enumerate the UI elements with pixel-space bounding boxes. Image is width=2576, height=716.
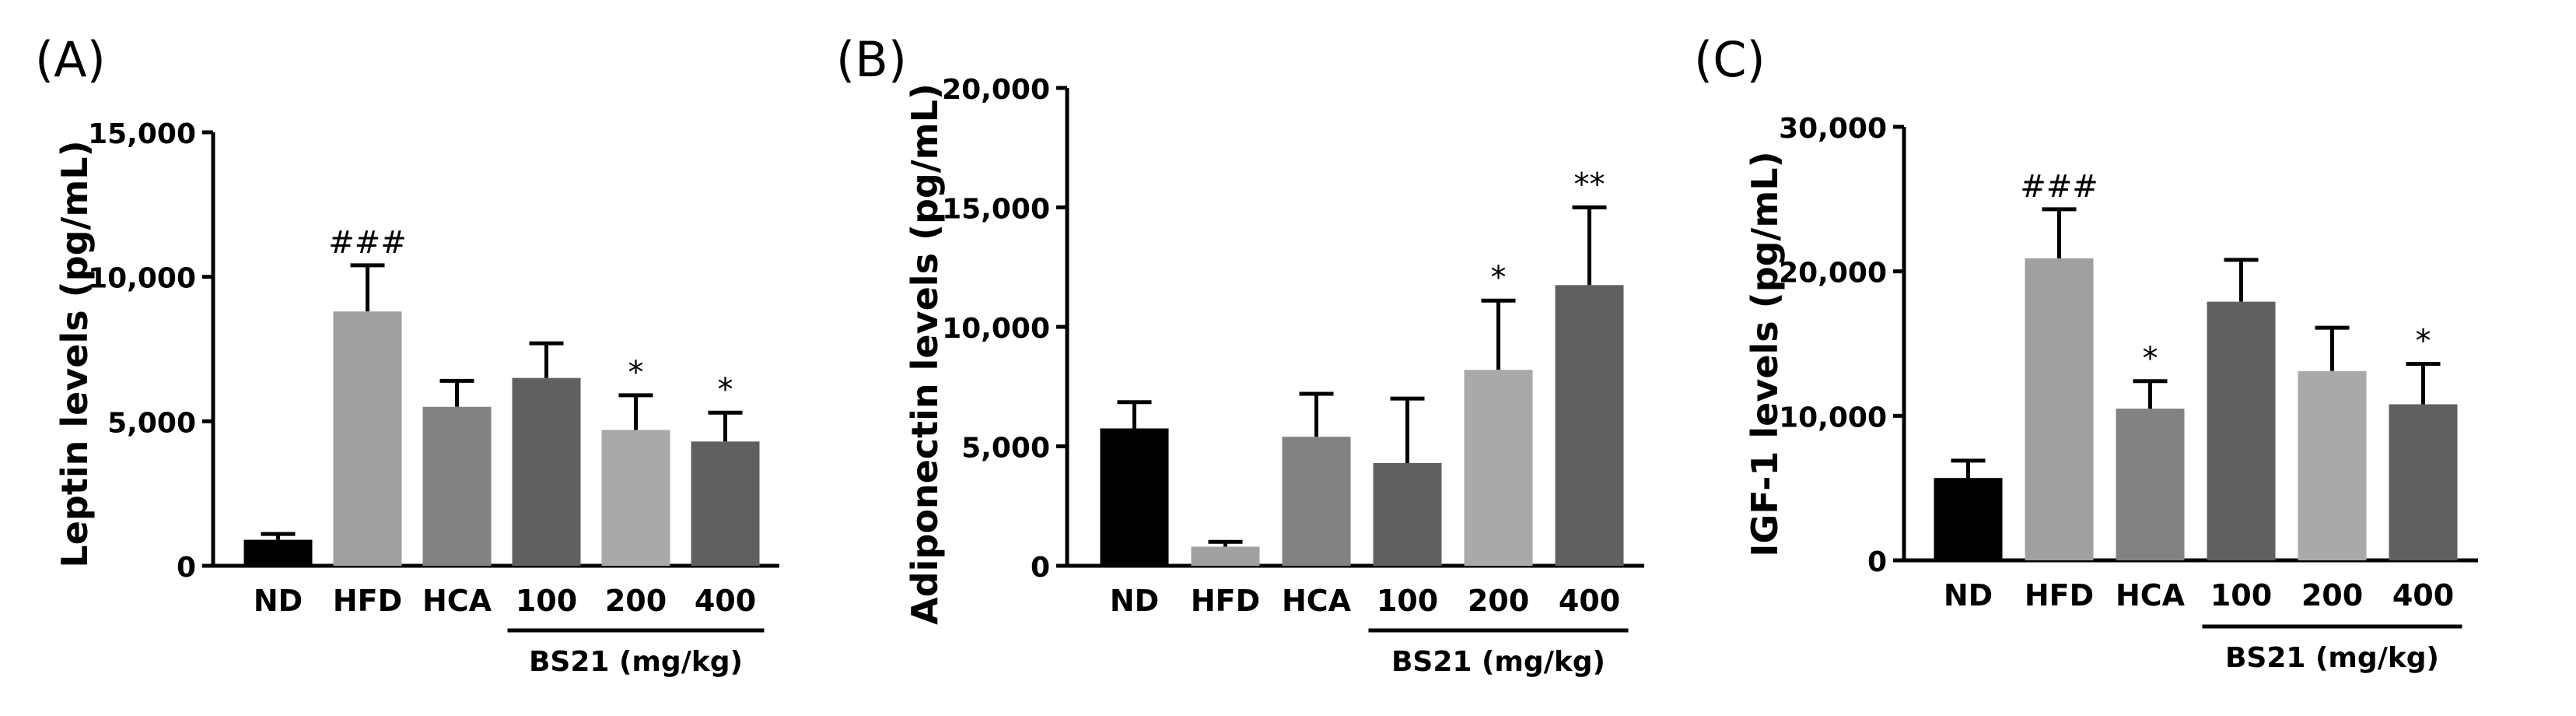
panel-b-y-tick-label: 15,000 (942, 194, 1050, 226)
panel-c-bar (2207, 301, 2276, 560)
panel-c-bar (2116, 409, 2185, 560)
panel-c-bar (2389, 404, 2458, 560)
panel-c-group-label: BS21 (mg/kg) (2225, 642, 2439, 674)
panel-b-ylabel: Adiponectin levels (pg/mL) (904, 83, 946, 625)
panel-a-y-tick-label: 15,000 (88, 118, 196, 150)
panel-a-ylabel: Leptin levels (pg/mL) (54, 140, 96, 567)
panel-b-plot: 0 5,000 10,000 15,000 20,000 ND HFD HCA 100 * 200 *… (942, 74, 1644, 678)
panel-c-y-tick-label: 0 (1867, 546, 1887, 578)
panel-a-x-tick-label: HFD (333, 584, 402, 618)
panel-b-group-label: BS21 (mg/kg) (1391, 646, 1605, 678)
panel-c-x-tick-label: HFD (2025, 578, 2094, 612)
panel-a-bar (691, 441, 760, 566)
panel-b-x-tick-label: HCA (1282, 584, 1352, 618)
panel-b-x-tick-label: HFD (1191, 584, 1260, 618)
panel-b-significance-label: ** (1574, 167, 1605, 203)
panel-a-significance-label: * (718, 372, 733, 408)
panel-c: (C) IGF-1 levels (pg/mL) 0 10,000 20,000 30… (1694, 31, 2478, 674)
panel-b: (B) Adiponectin levels (pg/mL) 0 5,000 10,… (836, 31, 1644, 678)
panel-c-label: (C) (1694, 31, 1766, 88)
panel-b-y-tick-label: 0 (1031, 552, 1050, 584)
panel-a-significance-label: ### (328, 225, 407, 261)
panel-a-x-tick-label: HCA (422, 584, 492, 618)
panel-c-bar (1934, 478, 2003, 560)
panel-c-y-tick-label: 30,000 (1779, 113, 1887, 145)
panel-c-bar (2025, 258, 2094, 560)
panel-b-x-tick-label: 100 (1377, 584, 1438, 618)
panel-b-x-tick-label: 400 (1559, 584, 1620, 618)
panel-c-x-tick-label: ND (1944, 578, 1993, 612)
panel-b-label: (B) (836, 31, 907, 88)
panel-a-plot: 0 5,000 10,000 15,000 ND ### HFD HCA 100 * 200 * 400… (88, 118, 779, 678)
panel-a-bar (333, 311, 402, 566)
panel-a-bar (601, 430, 670, 566)
panel-a-y-tick-label: 10,000 (88, 263, 196, 295)
panel-c-x-tick-label: 200 (2301, 578, 2363, 612)
panel-a-x-tick-label: 100 (516, 584, 577, 618)
panel-c-plot: 0 10,000 20,000 30,000 ND ### HFD * HCA 100 200 * 40… (1779, 113, 2478, 674)
panel-c-bar (2298, 370, 2367, 560)
panel-b-y-tick-label: 20,000 (942, 74, 1050, 106)
panel-b-bar (1191, 546, 1260, 566)
panel-c-x-tick-label: 100 (2210, 578, 2272, 612)
panel-a-label: (A) (35, 31, 106, 88)
panel-b-y-tick-label: 10,000 (942, 313, 1050, 345)
panel-a-group-label: BS21 (mg/kg) (529, 646, 743, 678)
panel-a-bar (243, 539, 313, 566)
panel-b-x-tick-label: 200 (1468, 584, 1529, 618)
panel-b-y-tick-label: 5,000 (961, 433, 1050, 465)
panel-a-y-tick-label: 5,000 (107, 407, 196, 439)
panel-a-x-tick-label: ND (254, 584, 303, 618)
panel-b-bar (1464, 370, 1533, 566)
panel-c-y-tick-label: 20,000 (1779, 258, 1887, 290)
panel-a: (A) Leptin levels (pg/mL) 0 5,000 10,000 15… (35, 31, 779, 678)
panel-b-bar (1100, 428, 1169, 566)
panel-c-y-tick-label: 10,000 (1779, 402, 1887, 433)
panel-c-x-tick-label: 400 (2392, 578, 2454, 612)
panel-b-significance-label: * (1491, 260, 1507, 296)
panel-a-x-tick-label: 200 (605, 584, 667, 618)
panel-c-significance-label: * (2416, 323, 2431, 359)
panel-a-x-tick-label: 400 (695, 584, 756, 618)
panel-c-significance-label: * (2143, 341, 2158, 377)
panel-c-significance-label: ### (2020, 169, 2098, 205)
panel-a-y-tick-label: 0 (177, 552, 196, 584)
panel-c-ylabel: IGF-1 levels (pg/mL) (1744, 151, 1786, 556)
panel-b-bar (1373, 462, 1442, 566)
panel-a-bar (422, 406, 492, 566)
panel-b-x-tick-label: ND (1110, 584, 1159, 618)
panel-c-x-tick-label: HCA (2116, 578, 2186, 612)
panel-b-bar (1555, 285, 1624, 566)
panel-a-bar (512, 377, 581, 566)
panel-b-bar (1282, 437, 1351, 566)
panel-a-significance-label: * (628, 355, 644, 391)
